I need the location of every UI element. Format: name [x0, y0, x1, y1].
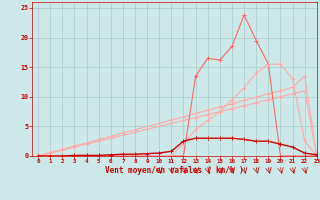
X-axis label: Vent moyen/en rafales ( km/h ): Vent moyen/en rafales ( km/h )	[105, 166, 244, 175]
